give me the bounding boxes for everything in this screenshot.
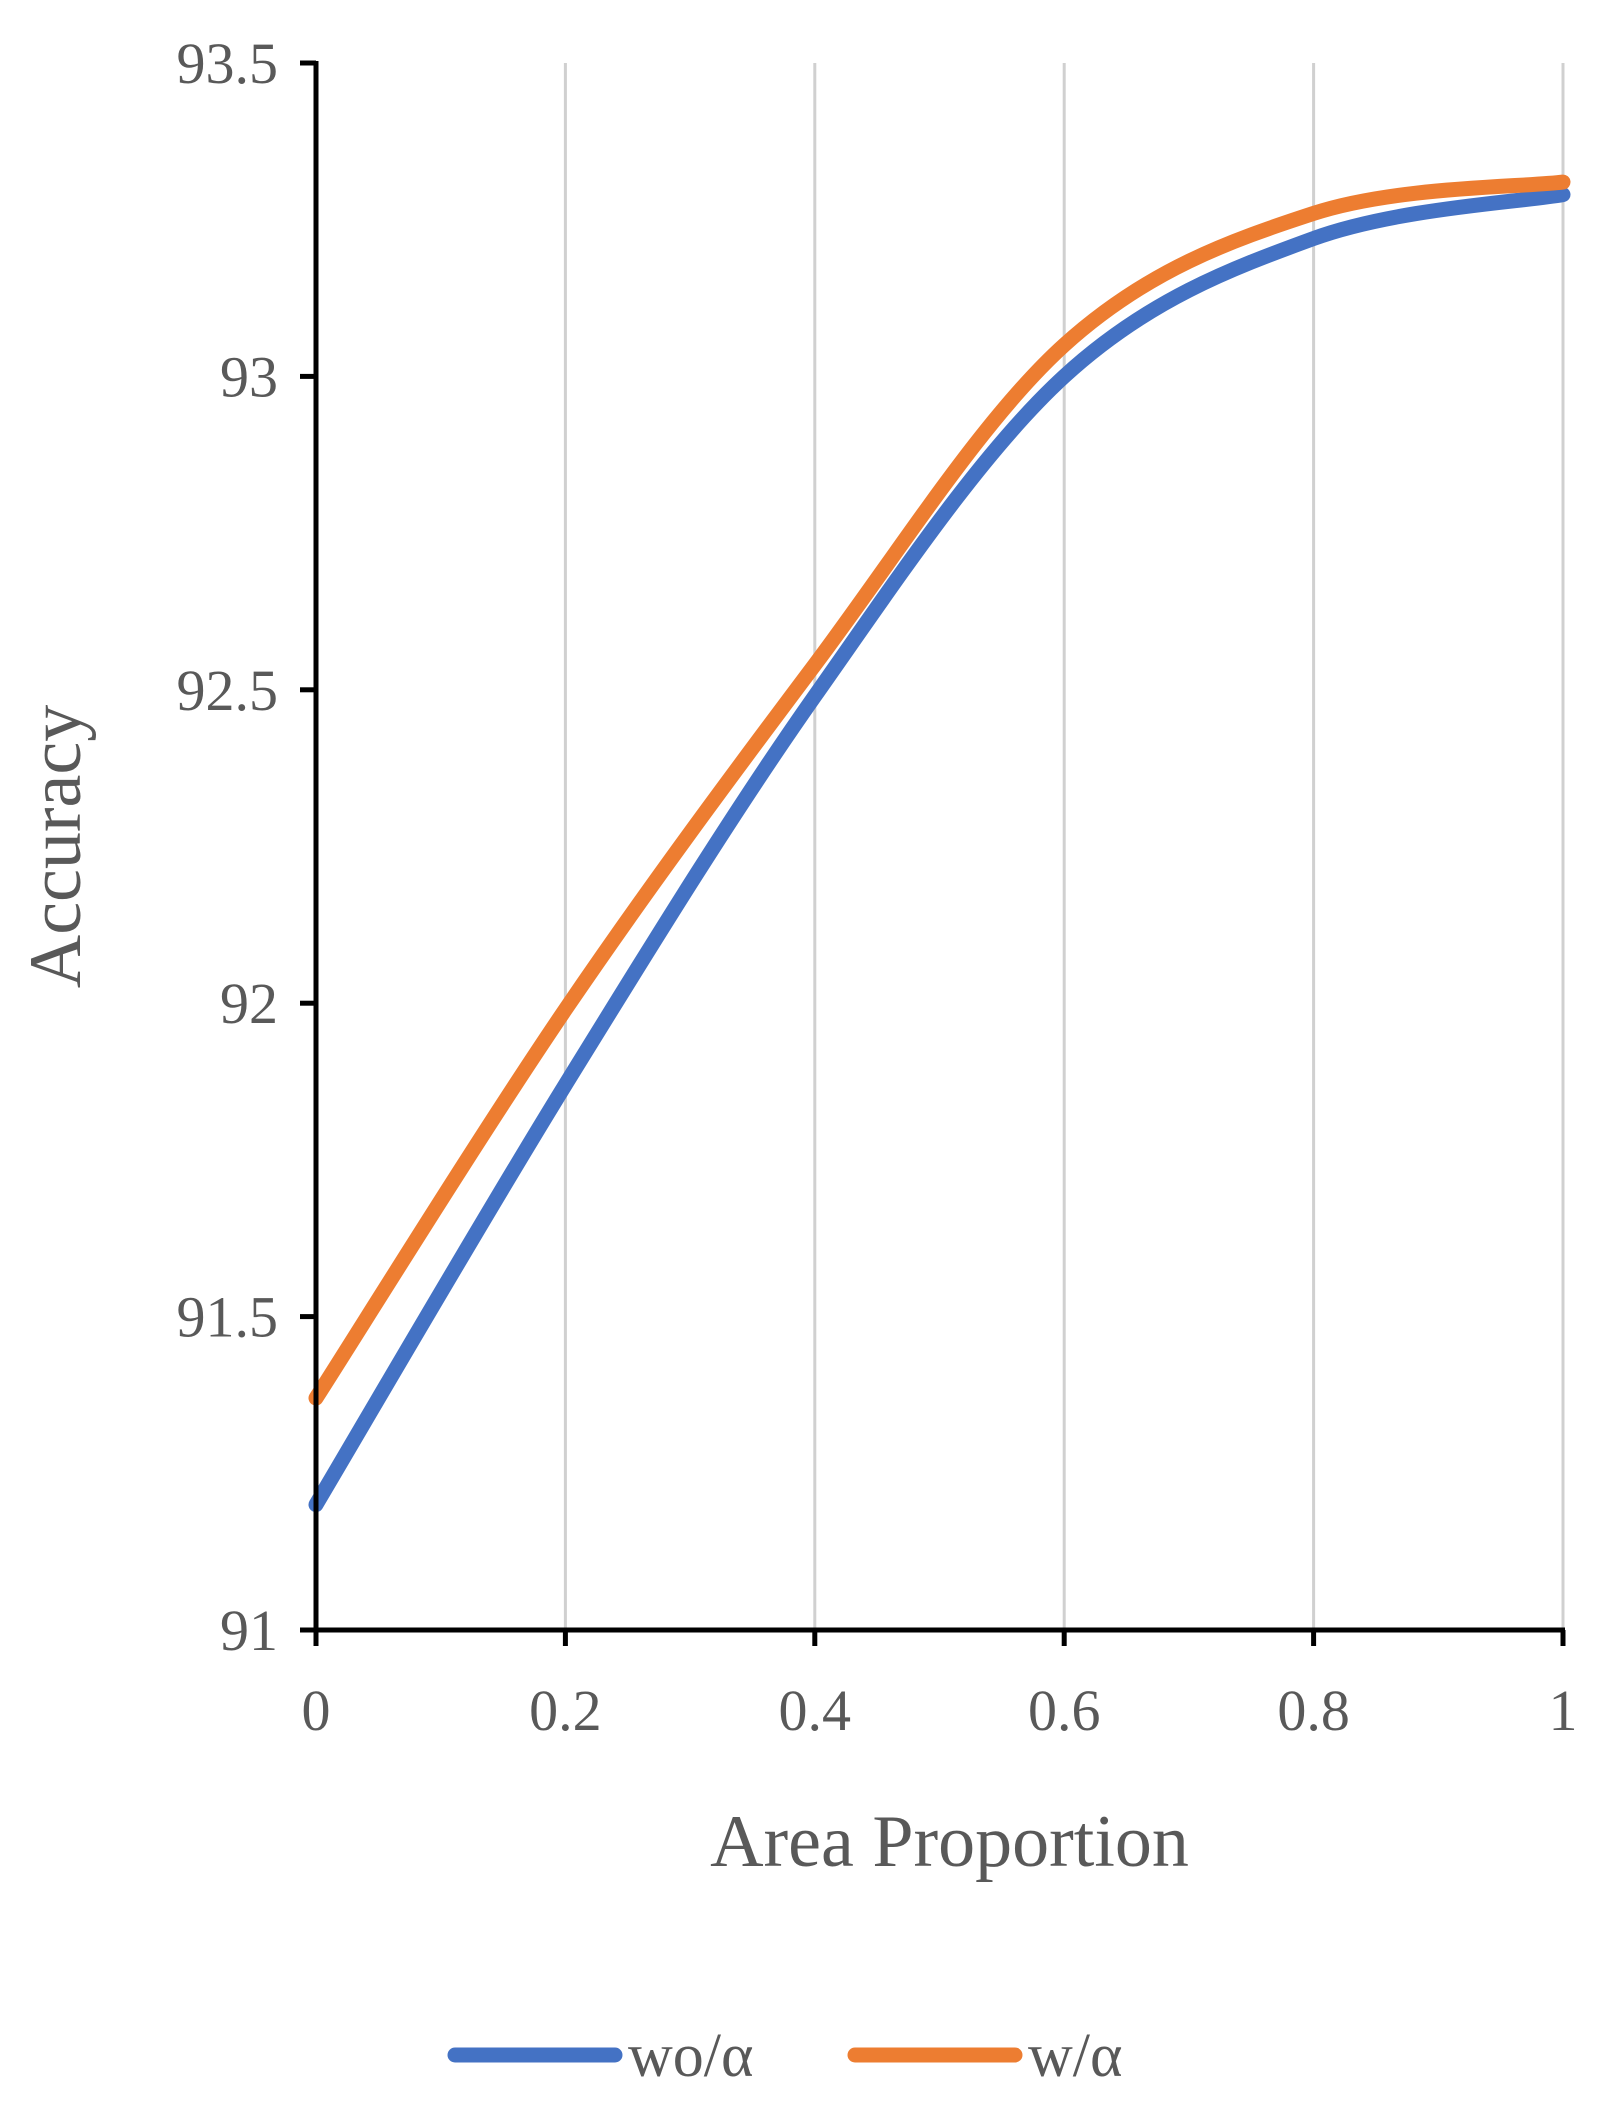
legend-label: w/α — [1028, 2022, 1122, 2090]
y-tick-label: 91.5 — [177, 1285, 279, 1350]
series-line-1 — [308, 187, 1571, 1513]
x-tick-label: 0 — [302, 1678, 331, 1743]
legend-label: wo/α — [628, 2022, 753, 2090]
series-lines — [308, 174, 1571, 1513]
x-tick-label: 0.4 — [779, 1678, 852, 1743]
legend: wo/α w/α — [447, 2022, 1122, 2090]
x-tick-label: 1 — [1549, 1678, 1578, 1743]
legend-item: w/α — [847, 2022, 1122, 2090]
y-tick-label: 92 — [220, 971, 278, 1036]
tick-labels: 0 0.2 0.4 0.6 0.8 1 91 91.5 92 92.5 93 93.5 — [177, 31, 1578, 1743]
x-tick-label: 0.8 — [1277, 1678, 1350, 1743]
x-axis-title: Area Proportion — [710, 1801, 1189, 1883]
series-line-2 — [308, 174, 1571, 1406]
y-tick-label: 93 — [220, 344, 278, 409]
x-tick-label: 0.6 — [1028, 1678, 1101, 1743]
legend-item: wo/α — [447, 2022, 753, 2090]
y-axis-title: Accuracy — [15, 705, 97, 988]
y-tick-label: 93.5 — [177, 31, 279, 96]
axes — [300, 60, 1566, 1646]
gridlines — [563, 63, 1565, 1630]
y-tick-label: 91 — [220, 1598, 278, 1663]
y-tick-label: 92.5 — [177, 658, 279, 723]
x-tick-label: 0.2 — [529, 1678, 602, 1743]
